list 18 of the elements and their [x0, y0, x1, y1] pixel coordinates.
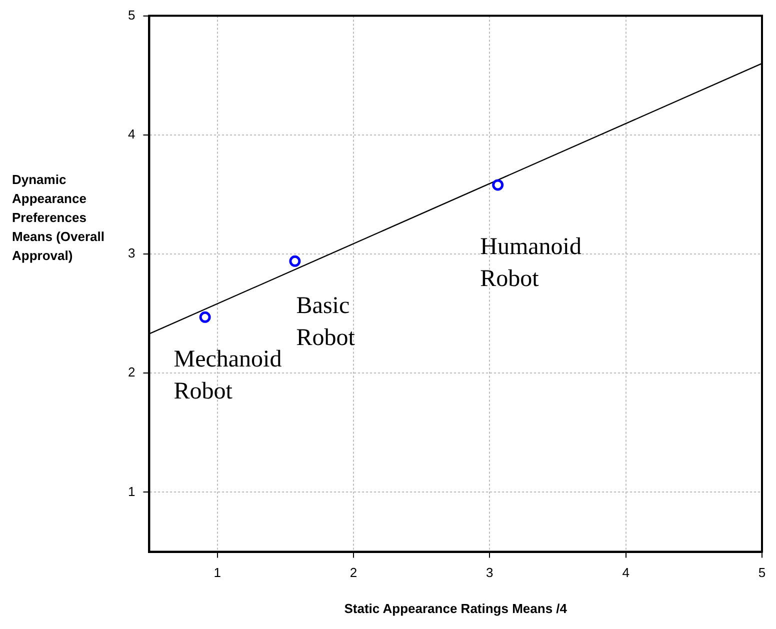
- y-tick-label: 2: [128, 364, 136, 380]
- x-axis-title: Static Appearance Ratings Means /4: [344, 600, 568, 616]
- annotation: Mechanoid Robot: [174, 346, 282, 404]
- y-tick-label: 3: [128, 246, 136, 261]
- point: [492, 179, 504, 191]
- point: [289, 255, 301, 267]
- annotation: Humanoid Robot: [480, 234, 582, 292]
- y-tick-label: 4: [128, 126, 136, 142]
- point: [199, 311, 211, 323]
- y-tick-label: 5: [128, 7, 136, 22]
- y-tick-label: 1: [128, 484, 136, 499]
- x-tick-label: 4: [622, 565, 630, 580]
- x-tick-label: 5: [758, 565, 766, 580]
- x-tick-label: 3: [486, 565, 494, 580]
- x-tick-label: 1: [214, 565, 221, 580]
- y-axis-title: Dynamic Appearance Preferences Means (Overall Approval): [12, 171, 106, 265]
- x-tick-label: 2: [350, 565, 358, 580]
- annotation: Basic Robot: [296, 292, 356, 351]
